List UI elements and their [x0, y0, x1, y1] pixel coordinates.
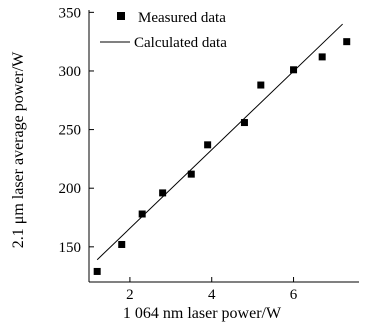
y-tick-label: 150 [59, 240, 82, 256]
calculated-data-line [96, 23, 343, 261]
legend-label-calculated: Calculated data [134, 35, 227, 51]
plot-area: 150 200 250 300 350 2 4 6 [59, 5, 359, 303]
measured-data-point [318, 53, 326, 61]
y-axis-label: 2.1 μm laser average power/W [10, 51, 27, 248]
measured-data-point [290, 66, 298, 74]
legend: Measured data Calculated data [100, 10, 227, 51]
measured-data-point [159, 189, 167, 197]
measured-data-point [138, 210, 146, 218]
y-tick-label: 250 [59, 123, 82, 139]
measured-data-point [118, 240, 126, 248]
measured-data-point [343, 38, 351, 46]
measured-data-point [240, 119, 248, 127]
y-tick-label: 200 [59, 181, 82, 197]
y-tick-label: 350 [59, 5, 82, 21]
x-axis-label: 1 064 nm laser power/W [123, 305, 282, 322]
legend-marker-measured [117, 12, 125, 20]
measured-data-point [204, 141, 212, 149]
measured-data-point [93, 267, 101, 275]
x-tick-label: 2 [126, 287, 134, 303]
y-tick-label: 300 [59, 64, 82, 80]
measured-data-point [187, 170, 195, 178]
x-tick-label: 6 [290, 287, 298, 303]
legend-label-measured: Measured data [138, 10, 226, 26]
measured-data-point [257, 81, 265, 89]
x-tick-label: 4 [208, 287, 216, 303]
